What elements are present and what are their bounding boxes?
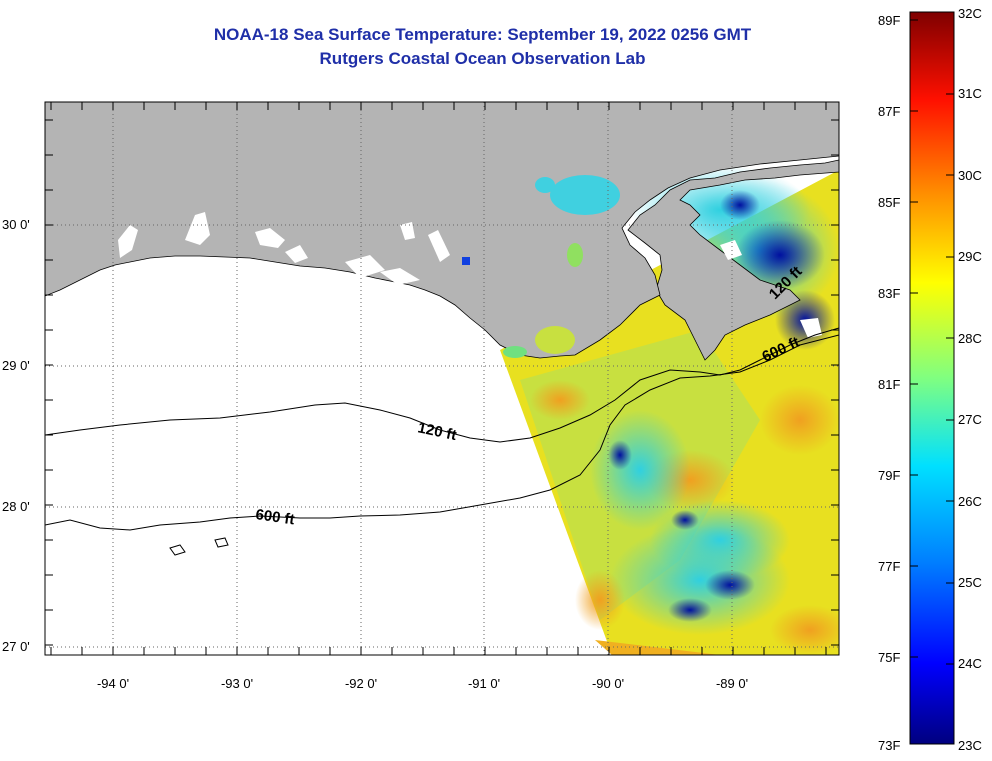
lat-label: 28 0': [2, 499, 30, 514]
colorbar-f-label: 79F: [878, 468, 900, 483]
colorbar-c-label: 31C: [958, 86, 982, 101]
longitude-labels: -94 0' -93 0' -92 0' -91 0' -90 0' -89 0…: [97, 676, 748, 691]
lat-label: 30 0': [2, 217, 30, 232]
lon-label: -94 0': [97, 676, 129, 691]
colorbar-c-label: 23C: [958, 738, 982, 753]
colorbar-f-label: 87F: [878, 104, 900, 119]
lake-sst-patch: [550, 175, 620, 215]
depth-contours: [45, 327, 839, 556]
lon-label: -93 0': [221, 676, 253, 691]
lat-label: 27 0': [2, 639, 30, 654]
map-ticks: [45, 102, 839, 655]
colorbar-c-label: 28C: [958, 331, 982, 346]
lon-label: -89 0': [716, 676, 748, 691]
colorbar-f-label: 85F: [878, 195, 900, 210]
colorbar-c-label: 26C: [958, 494, 982, 509]
colorbar-c-label: 25C: [958, 575, 982, 590]
colorbar-c-label: 24C: [958, 656, 982, 671]
map-subtitle: Rutgers Coastal Ocean Observation Lab: [319, 49, 646, 68]
latitude-labels: 30 0' 29 0' 28 0' 27 0': [2, 217, 30, 654]
colorbar-c-label: 29C: [958, 249, 982, 264]
colorbar-f-label: 83F: [878, 286, 900, 301]
colorbar-f-label: 73F: [878, 738, 900, 753]
colorbar: 89F 87F 85F 83F 81F 79F 77F 75F 73F 32C …: [878, 6, 982, 753]
colorbar-f-label: 81F: [878, 377, 900, 392]
contour-label: 600 ft: [254, 506, 295, 528]
colorbar-c-label: 30C: [958, 168, 982, 183]
lon-label: -92 0': [345, 676, 377, 691]
lon-label: -91 0': [468, 676, 500, 691]
map-frame: [44, 101, 840, 656]
colorbar-scale: [909, 11, 955, 745]
lat-label: 29 0': [2, 358, 30, 373]
graticule: [45, 102, 839, 655]
inland-water: [118, 212, 822, 338]
sst-data-swath: [500, 165, 839, 655]
colorbar-f-label: 89F: [878, 13, 900, 28]
map-title: NOAA-18 Sea Surface Temperature: Septemb…: [213, 25, 752, 44]
lon-label: -90 0': [592, 676, 624, 691]
colorbar-c-label: 27C: [958, 412, 982, 427]
colorbar-c-label: 32C: [958, 6, 982, 21]
colorbar-f-label: 75F: [878, 650, 900, 665]
colorbar-f-label: 77F: [878, 559, 900, 574]
